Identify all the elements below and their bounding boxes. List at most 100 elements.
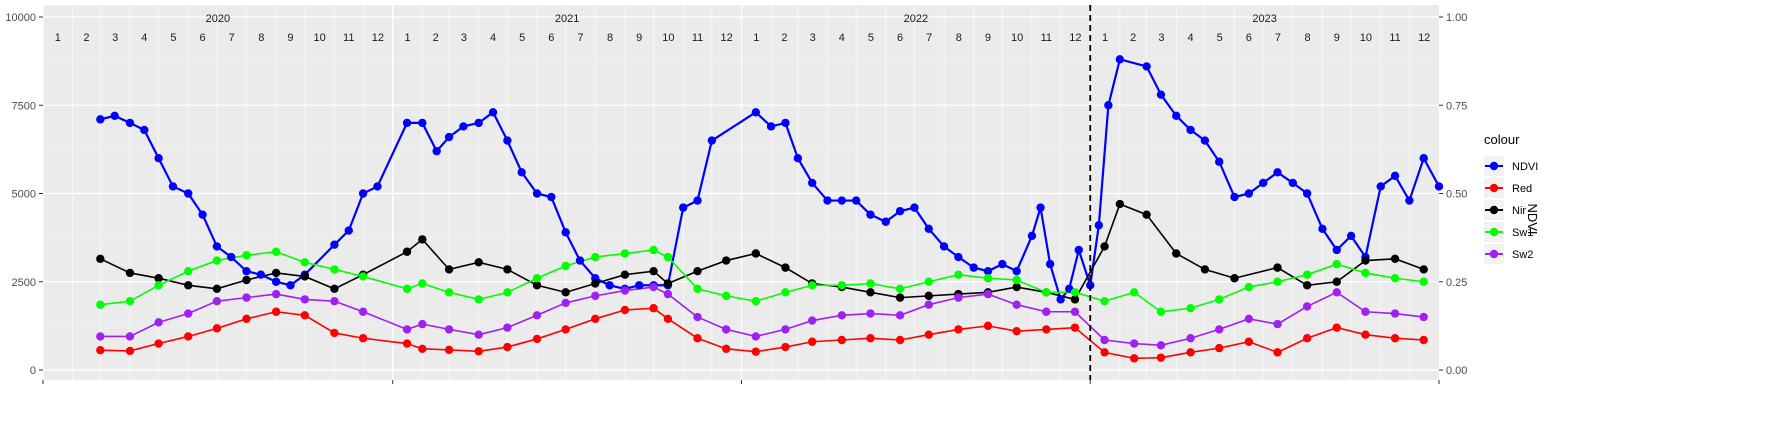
data-point-ndvi <box>1302 189 1312 198</box>
legend-key-point-nir <box>1489 205 1499 215</box>
data-point-red <box>721 344 731 354</box>
data-point-nir <box>1273 263 1282 272</box>
data-point-ndvi <box>969 263 978 272</box>
month-label: 2 <box>781 32 787 44</box>
data-point-red <box>154 339 163 348</box>
data-point-sw1 <box>807 281 817 290</box>
data-point-nir <box>1012 282 1021 292</box>
month-label: 6 <box>897 32 903 44</box>
month-label: 6 <box>1246 32 1252 44</box>
data-point-red <box>271 307 281 316</box>
data-point-ndvi <box>227 252 236 262</box>
data-point-sw2 <box>358 307 368 316</box>
data-point-red <box>330 328 339 338</box>
data-point-ndvi <box>358 189 368 198</box>
data-point-ndvi <box>1390 171 1400 181</box>
data-point-nir <box>212 284 222 294</box>
data-point-nir <box>1419 265 1428 274</box>
data-point-ndvi <box>402 118 412 128</box>
month-label: 10 <box>313 32 325 44</box>
data-point-sw1 <box>271 247 281 256</box>
data-point-nir <box>184 281 193 290</box>
data-point-red <box>1156 353 1166 362</box>
data-point-sw2 <box>212 296 222 306</box>
month-label: 1 <box>404 32 410 44</box>
month-label: 6 <box>200 32 206 44</box>
left-axis-tick-label: 7500 <box>12 100 36 112</box>
data-point-ndvi <box>866 210 875 219</box>
data-point-nir <box>1332 277 1341 286</box>
data-point-ndvi <box>910 203 919 212</box>
data-point-ndvi <box>488 108 498 117</box>
data-point-sw1 <box>184 266 193 276</box>
data-point-nir <box>751 249 761 258</box>
data-point-ndvi <box>707 136 717 145</box>
data-point-ndvi <box>1258 178 1268 188</box>
data-point-nir <box>1172 249 1181 258</box>
data-point-nir <box>895 293 905 302</box>
month-label: 2 <box>1130 32 1136 44</box>
data-point-red <box>1390 334 1400 343</box>
data-point-ndvi <box>1273 168 1282 177</box>
data-point-sw1 <box>444 288 454 297</box>
data-point-ndvi <box>998 259 1007 269</box>
data-point-nir <box>444 265 454 274</box>
month-label: 10 <box>662 32 674 44</box>
data-point-red <box>242 314 251 324</box>
legend-key-point-sw2 <box>1489 249 1499 259</box>
data-point-ndvi <box>547 192 556 202</box>
data-point-ndvi <box>766 122 776 131</box>
data-point-nir <box>1070 295 1080 304</box>
data-point-ndvi <box>1156 90 1166 99</box>
data-point-sw1 <box>358 272 368 281</box>
data-point-ndvi <box>432 146 441 156</box>
data-point-red <box>663 314 673 324</box>
data-point-ndvi <box>256 270 266 279</box>
year-label: 2020 <box>206 13 230 25</box>
month-label: 7 <box>229 32 235 44</box>
data-point-red <box>591 314 600 324</box>
data-point-nir <box>663 279 673 288</box>
data-point-nir <box>1361 256 1370 265</box>
month-label: 10 <box>1360 32 1372 44</box>
data-point-sw1 <box>1156 307 1166 316</box>
data-point-sw1 <box>212 256 222 265</box>
data-point-sw2 <box>1100 335 1109 345</box>
left-axis-tick-label: 5000 <box>12 189 36 201</box>
data-point-red <box>300 311 310 320</box>
data-point-red <box>96 346 105 355</box>
axes: 0 2500 5000 7500 10000 0.00 0.25 0.50 0.75 1.00 <box>5 12 1467 384</box>
legend-label-nir: Nir <box>1512 205 1526 217</box>
legend-label-red: Red <box>1512 183 1532 195</box>
data-point-red <box>866 334 875 343</box>
data-point-red <box>1100 348 1109 357</box>
data-point-sw1 <box>1332 259 1341 269</box>
data-point-nir <box>693 266 702 276</box>
year-label: 2022 <box>904 13 928 25</box>
data-point-ndvi <box>1036 203 1045 212</box>
data-point-sw1 <box>751 296 761 306</box>
month-label: 2 <box>83 32 89 44</box>
data-point-ndvi <box>983 266 993 276</box>
data-point-sw2 <box>1042 307 1051 316</box>
data-point-nir <box>721 256 731 265</box>
data-point-ndvi <box>125 118 135 128</box>
right-axis-tick-label: 0.25 <box>1446 277 1467 289</box>
data-point-nir <box>1302 281 1312 290</box>
month-label: 9 <box>1334 32 1340 44</box>
data-point-ndvi <box>286 281 295 290</box>
data-point-red <box>1244 337 1254 346</box>
data-point-red <box>1332 323 1341 332</box>
data-point-nir <box>1230 274 1239 283</box>
data-point-sw1 <box>474 295 483 304</box>
data-point-sw2 <box>1419 312 1428 322</box>
data-point-sw2 <box>330 296 339 306</box>
data-point-red <box>781 342 790 352</box>
data-point-sw2 <box>1244 314 1254 324</box>
month-label: 12 <box>1069 32 1081 44</box>
data-point-ndvi <box>1318 224 1327 233</box>
data-point-ndvi <box>330 240 339 249</box>
data-point-sw1 <box>837 281 847 290</box>
data-point-sw1 <box>154 281 163 290</box>
